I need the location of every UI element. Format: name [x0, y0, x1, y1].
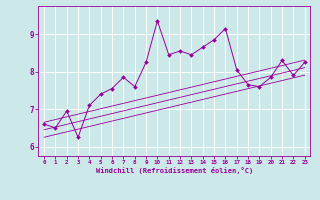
X-axis label: Windchill (Refroidissement éolien,°C): Windchill (Refroidissement éolien,°C) — [96, 167, 253, 174]
